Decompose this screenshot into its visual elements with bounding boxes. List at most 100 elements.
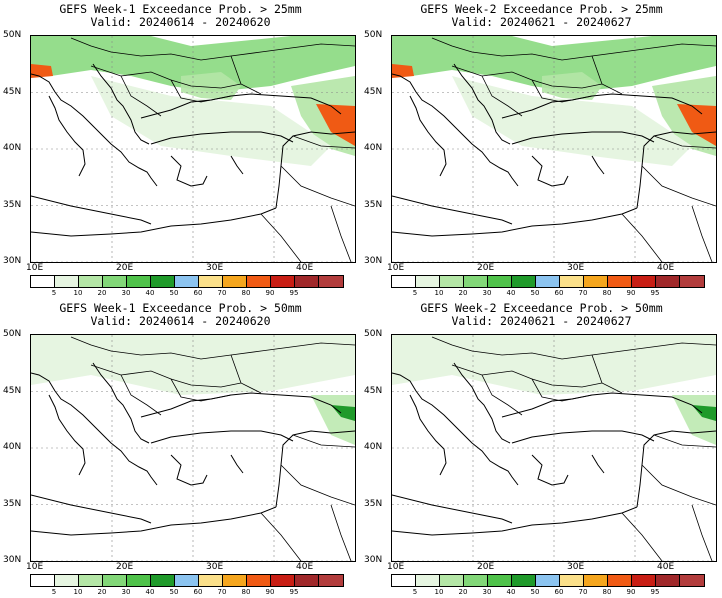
coastline [501,392,703,418]
legend-swatch [512,276,536,287]
legend-label: 20 [458,289,468,297]
country-border [70,37,355,61]
lon-label: 20E [116,263,134,273]
panel-valid-dates: Valid: 20240621 - 20240627 [451,314,632,328]
lat-label: 40N [364,442,383,452]
country-border [330,504,352,561]
legend-swatch [488,276,512,287]
legend-label: 90 [265,289,275,297]
country-border [481,374,523,416]
legend-label: 30 [482,289,492,297]
panel-valid-dates: Valid: 20240614 - 20240620 [90,314,271,328]
country-border [653,135,716,149]
lat-label: 30N [364,555,383,565]
legend-swatch [79,575,103,586]
country-border [330,205,352,262]
legend-label: 95 [289,588,299,596]
country-border [292,135,355,149]
legend-label: 50 [530,588,540,596]
legend-label: 30 [482,588,492,596]
legend-swatch [656,276,680,287]
legend-label: 20 [458,588,468,596]
panel-valid-dates: Valid: 20240621 - 20240627 [451,15,632,29]
map-panel: GEFS Week-2 Exceedance Prob. > 50mm Valid… [361,299,722,598]
panel-valid-dates: Valid: 20240614 - 20240620 [90,15,271,29]
coastline [591,155,605,175]
probability-shading [672,395,716,445]
legend-swatch [103,575,127,586]
legend-swatch [632,276,656,287]
lat-label: 35N [3,498,22,509]
coastline [48,95,86,177]
legend-label: 50 [530,289,540,297]
lon-label: 30E [206,562,224,572]
legend-label: 95 [650,588,660,596]
probability-hotspot [331,405,355,421]
coastline [31,494,152,524]
legend-swatch [680,276,704,287]
panel-title: GEFS Week-2 Exceedance Prob. > 25mm [420,2,663,16]
coastline [170,155,208,187]
legend-swatch [151,276,175,287]
legend-label: 60 [193,289,203,297]
country-border [621,213,663,262]
legend-swatch [440,575,464,586]
probability-shading [311,395,355,445]
country-border [230,55,262,95]
legend-swatch [656,575,680,586]
coastline [392,372,519,486]
legend-label: 90 [265,588,275,596]
legend-swatch [488,575,512,586]
legend-swatch [223,575,247,586]
legend-swatch [584,276,608,287]
lat-label: 40N [3,442,22,452]
legend-label: 40 [506,588,516,596]
lat-label: 45N [364,86,383,97]
legend-swatch [632,575,656,586]
lat-label: 35N [3,199,22,210]
legend-label: 80 [602,588,612,596]
country-border [591,55,623,95]
coastline [92,63,150,145]
coastline [31,506,277,536]
legend-swatch [319,276,343,287]
lon-label: 10E [26,562,44,572]
coastline [230,454,244,474]
legend-swatch [55,276,79,287]
legend-colorbar [391,574,705,587]
coastline [409,95,447,177]
legend-swatch [31,575,55,586]
country-border [260,512,302,561]
legend-label: 95 [289,289,299,297]
probability-hotspot [31,64,53,78]
legend-colorbar [30,275,344,288]
lat-label: 50N [364,30,383,40]
panel-title: GEFS Week-1 Exceedance Prob. > 50mm [59,301,302,315]
probability-shading [181,72,241,100]
coastline [170,454,208,486]
legend-label: 5 [51,588,57,596]
lon-label: 30E [206,263,224,273]
map-panel: GEFS Week-1 Exceedance Prob. > 25mm Valid… [0,0,361,299]
coastline [31,195,152,225]
country-border [691,504,713,561]
legend-label: 10 [73,289,83,297]
legend-swatch [536,575,560,586]
legend-label: 20 [97,588,107,596]
legend-label: 50 [169,289,179,297]
country-border [170,378,232,402]
probability-hotspot [316,104,355,146]
legend-swatch [536,276,560,287]
coastline [31,207,277,237]
lon-label: 20E [116,562,134,572]
country-border [170,79,232,103]
coastline [531,155,569,187]
country-border [280,464,355,506]
probability-hotspot [677,104,716,146]
lat-label: 30N [3,256,22,266]
country-border [531,378,593,402]
legend-label: 70 [217,289,227,297]
probability-shading [452,76,692,166]
legend-label: 60 [554,289,564,297]
probability-shading [91,76,331,166]
